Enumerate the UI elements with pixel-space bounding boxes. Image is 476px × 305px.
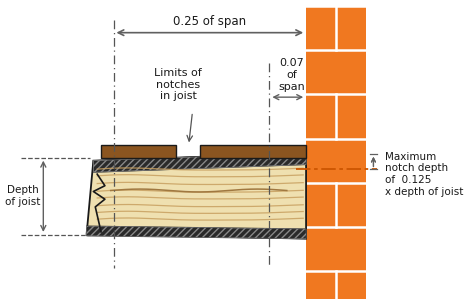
- Polygon shape: [93, 153, 306, 172]
- Polygon shape: [87, 153, 306, 239]
- Text: Maximum
notch depth
of  0.125
x depth of joist: Maximum notch depth of 0.125 x depth of …: [384, 152, 462, 196]
- Text: 0.25 of span: 0.25 of span: [173, 15, 246, 28]
- Text: Depth
of joist: Depth of joist: [5, 185, 41, 207]
- Text: 0.07
of
span: 0.07 of span: [278, 59, 304, 92]
- Text: Limits of
notches
in joist: Limits of notches in joist: [154, 68, 201, 101]
- Polygon shape: [87, 226, 306, 239]
- Bar: [306, 6, 365, 299]
- Bar: [200, 145, 306, 158]
- Bar: [101, 145, 176, 158]
